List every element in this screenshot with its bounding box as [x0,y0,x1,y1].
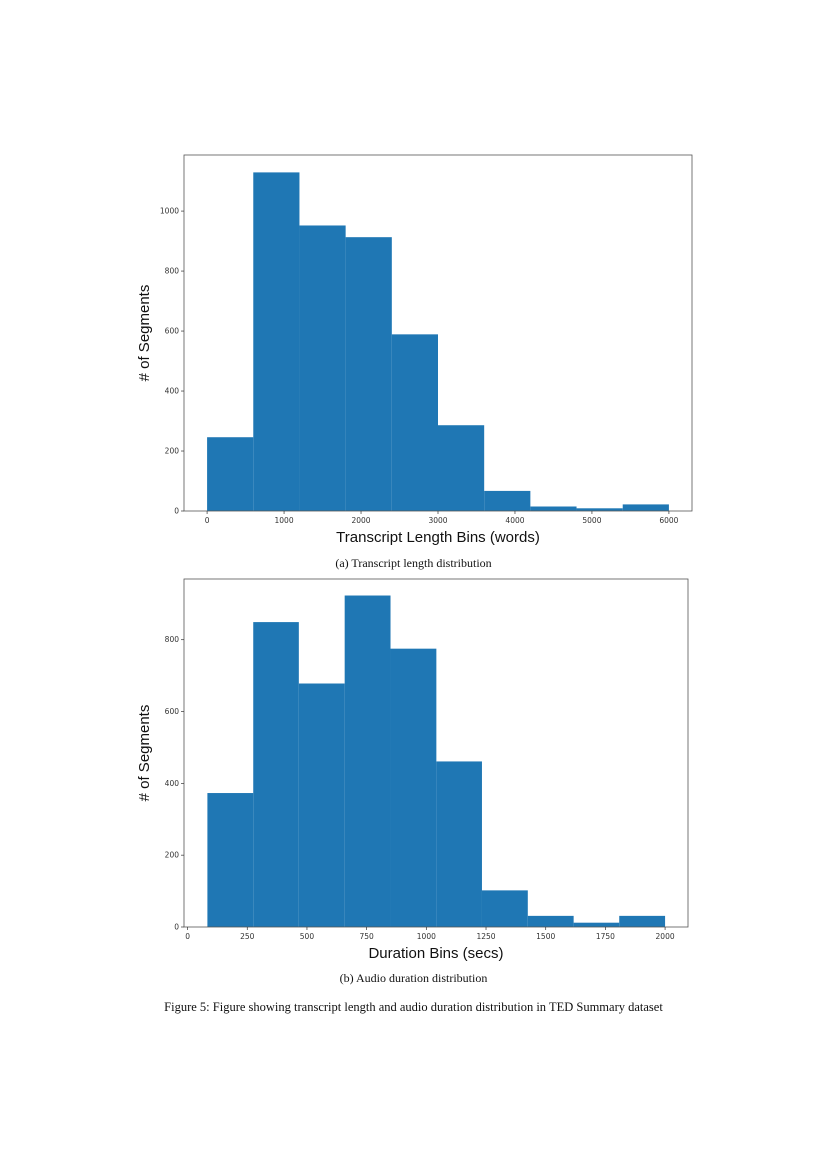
x-tick-label: 250 [240,932,255,941]
y-tick-label: 200 [165,851,180,860]
x-tick-label: 5000 [582,516,601,525]
histogram-bar [207,437,254,511]
y-tick-label: 800 [165,267,180,276]
x-axis-label: Transcript Length Bins (words) [336,529,540,546]
y-tick-label: 600 [165,327,180,336]
x-tick-label: 2000 [656,932,675,941]
caption-b: (b) Audio duration distribution [339,971,488,985]
x-tick-label: 1250 [476,932,495,941]
x-tick-label: 500 [300,932,315,941]
histogram-bar [527,915,574,927]
histogram-bar [345,237,392,511]
y-tick-label: 0 [174,507,179,516]
histogram-bar [576,508,623,511]
x-tick-label: 0 [205,516,210,525]
y-tick-label: 0 [174,923,179,932]
histogram-bar [391,334,438,511]
y-tick-label: 600 [165,707,180,716]
histogram-bar [484,490,531,511]
x-tick-label: 6000 [659,516,678,525]
x-tick-label: 750 [359,932,374,941]
x-axis-label: Duration Bins (secs) [368,945,503,962]
y-tick-label: 400 [165,779,180,788]
histogram-bar [481,890,528,927]
x-tick-label: 0 [185,932,190,941]
histogram-bar [622,504,669,511]
histogram-bar [438,425,485,511]
x-tick-label: 3000 [428,516,447,525]
histogram-bar [530,506,577,511]
histogram-bar [619,915,666,927]
histogram-bar [436,761,482,927]
x-tick-label: 4000 [505,516,524,525]
axes-frame [183,578,689,928]
y-tick-label: 200 [165,447,180,456]
y-tick-label: 400 [165,387,180,396]
histogram-bar [298,683,345,927]
histogram-bar [253,622,299,927]
y-tick-label: 800 [165,635,180,644]
x-tick-label: 1750 [596,932,615,941]
histogram-bar [344,595,391,927]
y-axis-label: # of Segments [136,705,153,802]
histogram-bar [253,172,300,511]
histogram-bar [299,225,346,511]
histogram-bar [207,793,254,927]
histogram-bar [390,648,437,927]
x-tick-label: 1000 [275,516,294,525]
y-tick-label: 1000 [160,207,179,216]
x-tick-label: 1000 [417,932,436,941]
y-axis-label: # of Segments [136,285,153,382]
x-tick-label: 1500 [536,932,555,941]
caption-a: (a) Transcript length distribution [335,556,492,570]
figure-caption: Figure 5: Figure showing transcript leng… [164,1000,663,1014]
x-tick-label: 2000 [351,516,370,525]
histogram-bar [573,922,620,927]
